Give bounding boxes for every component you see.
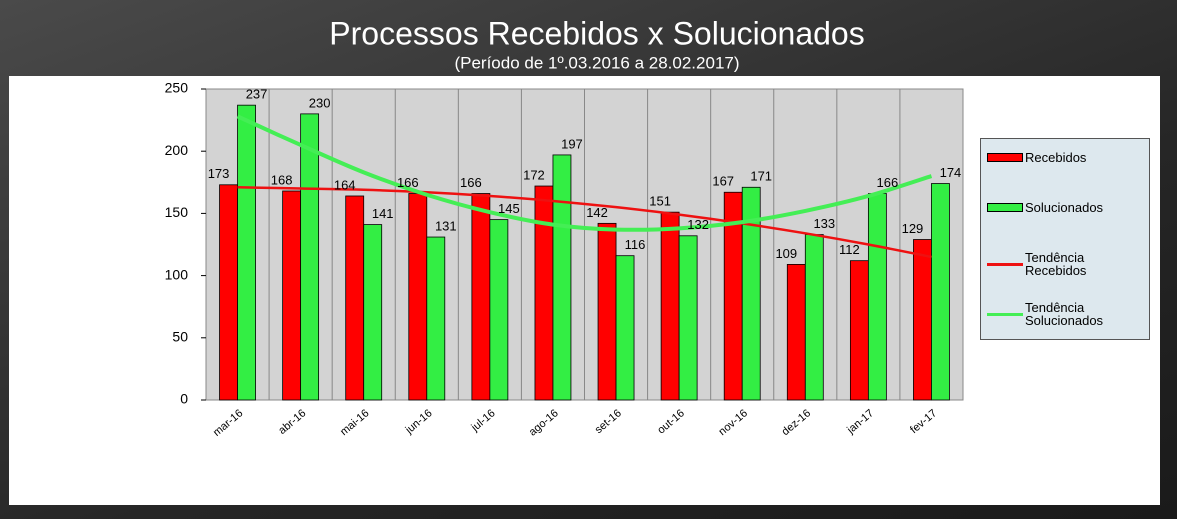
bar xyxy=(471,193,491,401)
bar xyxy=(597,222,617,401)
y-tick-label: 200 xyxy=(165,142,189,158)
bar xyxy=(786,264,806,401)
bar xyxy=(282,190,302,401)
trend-line xyxy=(236,114,933,232)
chart-subtitle: (Período de 1º.03.2016 a 28.02.2017) xyxy=(454,53,739,72)
data-label: 230 xyxy=(309,95,331,110)
bar xyxy=(426,236,446,401)
bar xyxy=(408,193,428,401)
data-label: 167 xyxy=(712,174,734,189)
bar xyxy=(804,234,824,401)
data-label: 131 xyxy=(435,218,457,233)
y-tick-label: 100 xyxy=(165,266,189,282)
y-tick-label: 0 xyxy=(180,391,188,407)
bar xyxy=(237,104,256,401)
y-tick-label: 150 xyxy=(165,204,189,220)
data-label: 197 xyxy=(561,136,583,151)
data-label: 173 xyxy=(208,166,230,181)
bar xyxy=(660,211,680,401)
bar xyxy=(300,113,320,401)
data-label: 132 xyxy=(687,217,709,232)
legend-swatch xyxy=(987,153,1023,162)
bar xyxy=(363,224,383,401)
data-label: 164 xyxy=(334,177,356,192)
data-label: 151 xyxy=(649,194,671,209)
legend-swatch xyxy=(987,312,1023,316)
bar xyxy=(615,255,635,401)
trend-line xyxy=(237,186,932,259)
data-label: 237 xyxy=(246,87,268,102)
bar xyxy=(678,235,698,401)
chart-title: Processos Recebidos x Solucionados xyxy=(329,15,864,51)
data-label: 168 xyxy=(271,172,293,187)
legend-item: Tendência Solucionados xyxy=(987,301,1147,327)
data-label: 145 xyxy=(498,201,520,216)
data-label: 133 xyxy=(813,216,835,231)
data-label: 116 xyxy=(625,237,646,252)
bar xyxy=(741,186,761,401)
legend-label: Tendência Recebidos xyxy=(1025,250,1087,278)
legend: Recebidos Solucionados Tendência Recebidos… xyxy=(980,138,1150,340)
bar xyxy=(931,183,950,401)
legend-label: Tendência Solucionados xyxy=(1025,300,1104,328)
bar xyxy=(489,219,509,401)
data-label: 166 xyxy=(877,175,899,190)
bar xyxy=(867,193,887,401)
data-label: 109 xyxy=(775,246,797,261)
legend-label: Solucionados xyxy=(1025,200,1104,215)
data-label: 174 xyxy=(940,165,962,180)
data-label: 129 xyxy=(902,221,924,236)
y-tick-label: 250 xyxy=(165,80,189,96)
bar xyxy=(913,239,932,401)
legend-swatch xyxy=(987,203,1023,212)
data-label: 171 xyxy=(750,169,772,184)
bar xyxy=(849,260,869,401)
legend-item: Recebidos xyxy=(987,151,1147,164)
data-label: 142 xyxy=(586,205,608,220)
data-label: 172 xyxy=(523,167,545,182)
legend-item: Tendência Recebidos xyxy=(987,251,1147,277)
data-label: 141 xyxy=(372,206,394,221)
legend-label: Recebidos xyxy=(1025,150,1087,165)
data-label: 112 xyxy=(839,242,860,257)
data-label: 166 xyxy=(460,175,482,190)
bar xyxy=(552,154,572,401)
y-tick-label: 50 xyxy=(172,329,188,345)
legend-swatch xyxy=(987,262,1023,266)
bar xyxy=(534,185,554,401)
data-label: 166 xyxy=(397,175,419,190)
bar xyxy=(219,184,238,401)
legend-item: Solucionados xyxy=(987,201,1147,214)
bar xyxy=(345,195,365,401)
